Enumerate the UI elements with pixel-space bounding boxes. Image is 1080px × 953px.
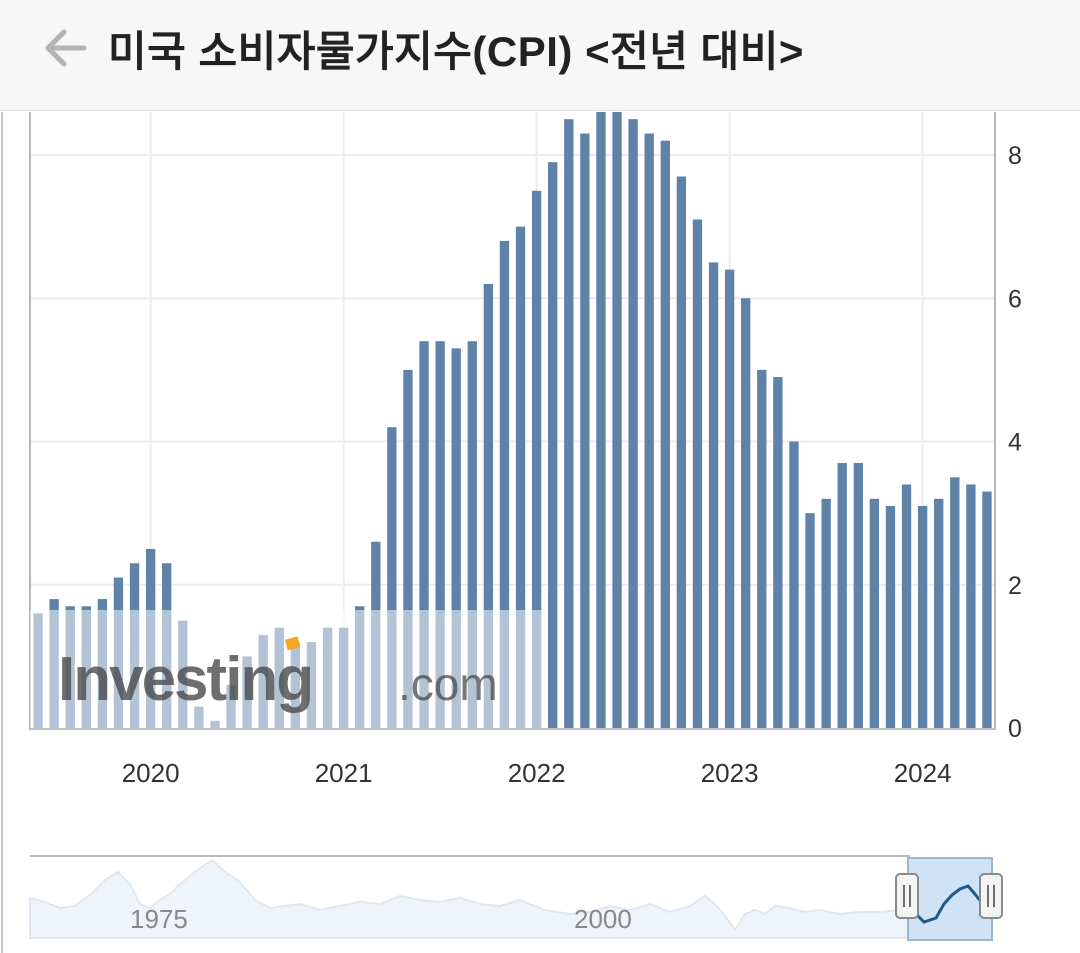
bar-2023-04[interactable] — [773, 377, 783, 728]
bar-2024-03[interactable] — [950, 477, 960, 728]
bar-2023-08[interactable] — [837, 462, 847, 728]
watermark-suffix-text: .com — [398, 658, 498, 710]
y-axis: 0 2 4 6 8 — [1008, 142, 1022, 743]
bar-2023-01[interactable] — [724, 269, 735, 728]
bar-2021-11[interactable] — [499, 240, 510, 728]
bar-2023-10[interactable] — [869, 498, 880, 728]
bar-2022-03[interactable] — [564, 119, 574, 728]
bar-2023-05[interactable] — [789, 441, 799, 729]
bar-2022-05[interactable] — [596, 112, 606, 728]
bar-2023-06[interactable] — [805, 513, 815, 729]
grid-lines — [30, 112, 995, 728]
bar-2021-04[interactable] — [387, 427, 397, 728]
bar-2023-11[interactable] — [885, 505, 896, 728]
range-navigator[interactable]: 1975 2000 — [29, 855, 1003, 941]
arrow-left-icon — [45, 29, 87, 67]
bar-2022-07[interactable] — [628, 119, 638, 728]
navigator-left-handle[interactable] — [895, 873, 919, 919]
bar-2023-03[interactable] — [757, 369, 767, 729]
x-tick-label: 2020 — [122, 758, 180, 788]
y-tick-label: 6 — [1008, 285, 1022, 313]
bar-2024-05[interactable] — [982, 491, 992, 728]
bar-2023-12[interactable] — [901, 484, 912, 728]
x-tick-label: 2023 — [701, 758, 759, 788]
investing-watermark: Investing .com — [30, 610, 542, 728]
navigator-label-1975: 1975 — [130, 904, 188, 934]
x-tick-label: 2021 — [315, 758, 373, 788]
bar-2022-06[interactable] — [612, 112, 622, 728]
y-tick-label: 4 — [1008, 429, 1022, 457]
bar-2022-11[interactable] — [692, 219, 703, 728]
y-tick-label: 2 — [1008, 572, 1022, 600]
x-tick-label: 2022 — [508, 758, 566, 788]
bar-2022-02[interactable] — [548, 162, 558, 728]
bar-2023-02[interactable] — [741, 298, 751, 728]
bar-2022-08[interactable] — [644, 133, 654, 728]
y-tick-label: 0 — [1008, 715, 1022, 743]
navigator-history-area — [29, 858, 911, 939]
bar-2021-05[interactable] — [403, 369, 413, 729]
bar-2021-06[interactable] — [419, 341, 429, 728]
bar-2021-12[interactable] — [515, 226, 526, 729]
app-header: 미국 소비자물가지수(CPI) <전년 대비> — [0, 0, 1080, 111]
bar-2022-01[interactable] — [531, 190, 542, 728]
x-tick-label: 2024 — [894, 758, 952, 788]
bar-2023-09[interactable] — [853, 462, 863, 728]
x-axis: 2020 2021 2022 2023 2024 — [122, 758, 952, 788]
page-title: 미국 소비자물가지수(CPI) <전년 대비> — [108, 28, 804, 75]
bar-2022-10[interactable] — [676, 176, 687, 729]
bar-2022-12[interactable] — [708, 262, 719, 728]
watermark-main-text: Investing — [58, 645, 312, 714]
navigator-right-handle[interactable] — [979, 873, 1003, 919]
bar-2021-10[interactable] — [483, 283, 494, 728]
bar-2022-09[interactable] — [660, 140, 670, 728]
bar-2022-04[interactable] — [580, 133, 590, 728]
back-button[interactable] — [40, 22, 92, 74]
bar-2024-02[interactable] — [934, 498, 944, 728]
bar-2021-08[interactable] — [451, 348, 461, 728]
navigator-selected-line — [907, 884, 994, 924]
bar-2021-09[interactable] — [467, 341, 477, 728]
bar-2024-04[interactable] — [966, 484, 976, 728]
watermark-backdrop — [30, 610, 542, 728]
bar-2021-07[interactable] — [435, 341, 445, 728]
bar-2024-01[interactable] — [917, 505, 928, 728]
watermark-dot-accent — [284, 636, 301, 651]
navigator-label-2000: 2000 — [574, 904, 632, 934]
y-tick-label: 8 — [1008, 142, 1022, 170]
bar-2023-07[interactable] — [821, 498, 831, 728]
